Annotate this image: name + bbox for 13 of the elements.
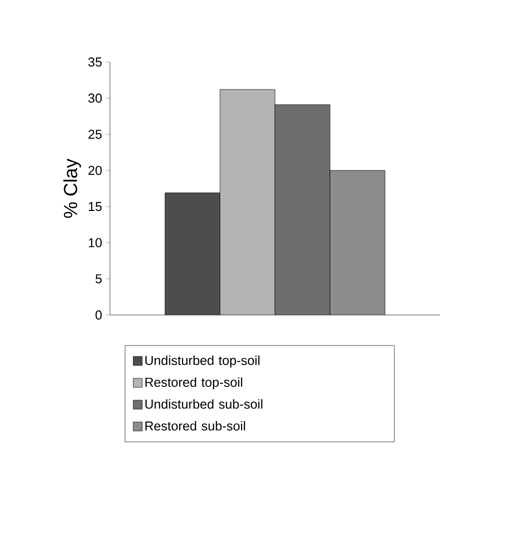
y-tick-label: 5 <box>96 274 102 284</box>
legend-label: Restored top-soil <box>145 377 242 390</box>
y-tick-label: 15 <box>88 202 102 212</box>
y-tick-label: 30 <box>88 94 102 103</box>
y-tick-label: 25 <box>88 130 102 139</box>
y-tick-label: 0 <box>96 310 102 320</box>
y-axis-title: % Clay <box>63 158 81 218</box>
y-tick-label: 35 <box>88 57 102 67</box>
y-tick-label: 20 <box>88 166 102 176</box>
legend-label: Restored sub-soil <box>145 421 246 431</box>
legend-label: Undisturbed top-soil <box>145 356 260 368</box>
legend-label: Undisturbed sub-soil <box>145 399 262 409</box>
y-tick-label: 10 <box>88 238 102 248</box>
